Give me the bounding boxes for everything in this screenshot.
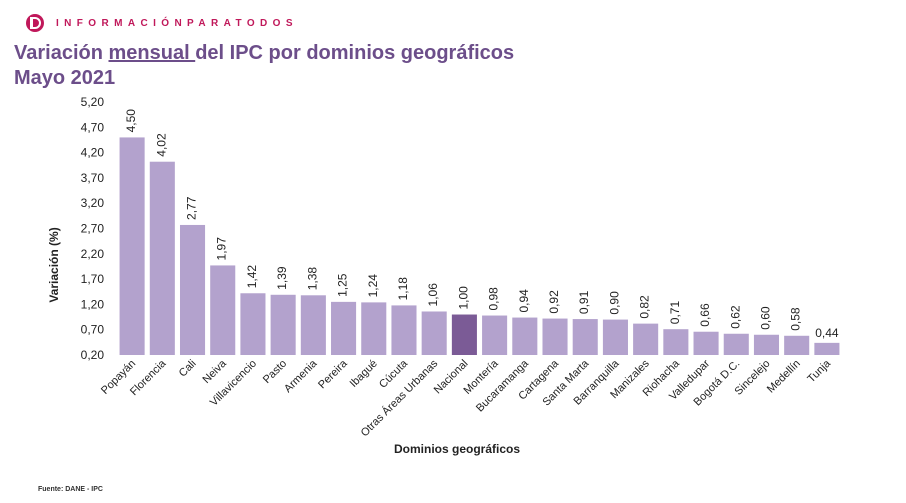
data-label: 0,62	[728, 305, 742, 329]
data-label: 1,97	[215, 237, 229, 261]
data-label: 0,92	[547, 290, 561, 314]
data-label: 1,00	[456, 286, 470, 310]
y-axis-label: Variación (%)	[47, 227, 61, 302]
y-tick-label: 0,20	[81, 348, 105, 362]
data-label: 0,94	[517, 289, 531, 313]
y-tick-label: 3,70	[81, 171, 105, 185]
bar	[119, 137, 145, 355]
data-label: 0,82	[638, 295, 652, 319]
source-note: Fuente: DANE - IPC	[38, 486, 103, 493]
bar	[361, 302, 387, 355]
data-label: 0,91	[577, 290, 591, 314]
data-label: 0,90	[607, 291, 621, 315]
bar	[300, 295, 326, 355]
y-tick-label: 5,20	[81, 95, 105, 109]
bar	[149, 161, 175, 355]
y-tick-label: 2,20	[81, 247, 105, 261]
data-label: 0,44	[815, 326, 839, 340]
data-label: 1,39	[275, 266, 289, 290]
y-tick-label: 4,70	[81, 120, 105, 134]
data-label: 2,77	[185, 196, 199, 220]
bar	[723, 333, 749, 355]
x-tick-label: Ibagué	[348, 358, 380, 390]
bar	[391, 305, 417, 355]
y-tick-label: 4,20	[81, 146, 105, 160]
x-tick-label: Cali	[177, 358, 199, 380]
data-label: 4,50	[124, 109, 138, 133]
data-label: 1,06	[426, 283, 440, 307]
data-label: 0,58	[789, 307, 803, 331]
x-tick-label: Medellín	[765, 358, 803, 396]
y-tick-label: 2,70	[81, 222, 105, 236]
brand-tagline: INFORMACIÓNPARATODOS	[56, 17, 298, 29]
bar	[542, 318, 568, 355]
x-tick-label: Tunja	[805, 357, 833, 385]
data-label: 0,71	[668, 301, 682, 325]
data-label: 1,38	[305, 267, 319, 291]
y-tick-label: 3,20	[81, 196, 105, 210]
chart-subtitle: Mayo 2021	[14, 67, 116, 89]
data-label: 1,24	[366, 274, 380, 298]
x-tick-label: Armenia	[282, 357, 320, 395]
title-part-3: del IPC por dominios geográficos	[195, 42, 515, 64]
bar	[270, 294, 296, 355]
bar	[663, 329, 689, 355]
title-part-1: Variación	[14, 42, 109, 64]
bar	[814, 342, 840, 355]
bar	[693, 331, 719, 355]
data-label: 1,18	[396, 277, 410, 301]
bar	[784, 335, 810, 355]
x-axis-label: Dominios geográficos	[394, 442, 520, 456]
bar	[240, 293, 266, 355]
bar	[210, 265, 236, 355]
bar	[451, 314, 477, 355]
bar	[331, 301, 357, 355]
bar	[421, 311, 447, 355]
y-tick-label: 1,70	[81, 272, 105, 286]
data-label: 4,02	[154, 133, 168, 157]
y-tick-label: 0,70	[81, 323, 105, 337]
data-label: 0,98	[487, 287, 501, 311]
x-tick-label: Bucaramanga	[474, 357, 532, 415]
x-tick-label: Pasto	[261, 358, 289, 386]
chart-title: Variación mensual del IPC por dominios g…	[14, 41, 514, 91]
data-label: 1,42	[245, 265, 259, 289]
data-label: 0,60	[758, 306, 772, 330]
dane-logo-icon	[26, 14, 44, 32]
bar	[602, 319, 628, 355]
x-tick-label: Neiva	[200, 357, 229, 386]
y-tick-label: 1,20	[81, 297, 105, 311]
bar	[633, 323, 659, 355]
bar	[572, 319, 598, 355]
bar	[179, 224, 206, 355]
x-tick-label: Pereira	[316, 357, 350, 391]
bar	[512, 317, 538, 355]
data-label: 0,66	[698, 303, 712, 327]
bar	[753, 334, 780, 355]
bar	[482, 315, 508, 355]
brand-header: INFORMACIÓNPARATODOS	[26, 14, 298, 32]
data-label: 1,25	[336, 273, 350, 297]
title-part-2: mensual	[108, 42, 196, 64]
